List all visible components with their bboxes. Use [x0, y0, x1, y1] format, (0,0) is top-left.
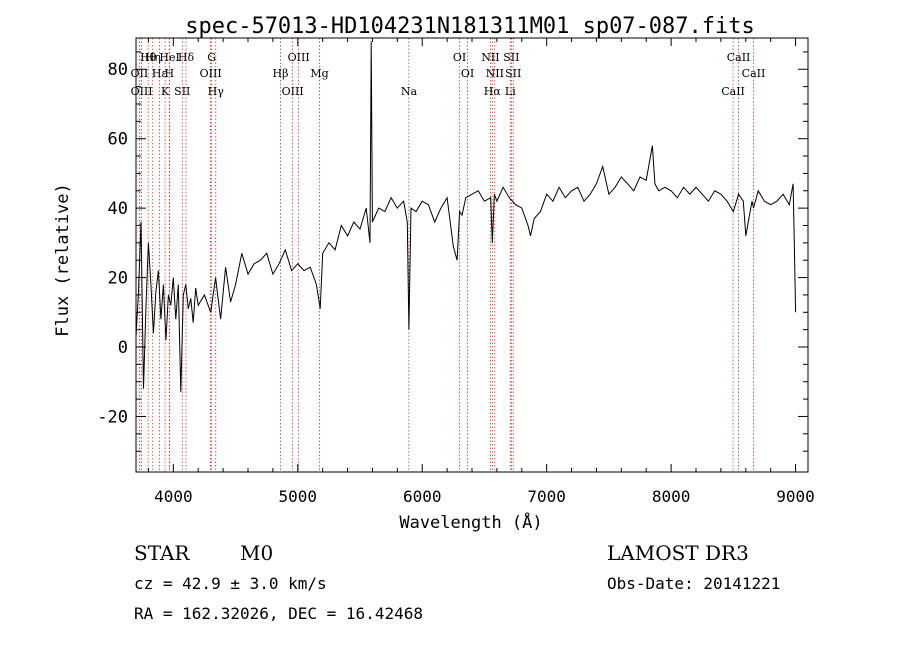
y-tick-label: -20 — [97, 407, 128, 427]
y-tick-label: 80 — [108, 60, 128, 80]
line-label: OI — [461, 67, 474, 80]
y-tick-label: 0 — [118, 338, 128, 358]
line-labels: Hθ OII OIII Hη Hε K HeI H SII Hδ OIII Hγ G Hβ OIII OIII… — [131, 51, 766, 98]
chart-title: spec-57013-HD104231N181311M01_sp07-087.f… — [185, 14, 755, 39]
y-tick-label: 40 — [108, 199, 128, 219]
x-tick-label: 7000 — [527, 487, 566, 506]
x-tick-label: 8000 — [652, 487, 691, 506]
line-label: NII — [486, 67, 504, 80]
line-label: Hη — [145, 51, 161, 64]
plot-frame — [135, 37, 809, 473]
line-label: Na — [401, 85, 418, 98]
coordinates-readout: RA = 162.32026, DEC = 16.42468 — [134, 604, 423, 623]
line-label: OIII — [282, 85, 304, 98]
line-label: Li — [505, 85, 516, 98]
y-tick-label: 20 — [108, 269, 128, 289]
line-label: SII — [505, 67, 521, 80]
obs-date-readout: Obs-Date: 20141221 — [607, 574, 780, 593]
class-label: STAR — [134, 541, 190, 565]
line-label: Hε — [152, 67, 168, 80]
x-tick-label: 9000 — [776, 487, 815, 506]
survey-label: LAMOST DR3 — [607, 541, 749, 565]
line-label: CaII — [727, 51, 751, 64]
line-label: H — [165, 67, 175, 80]
line-label: HeI — [159, 51, 179, 64]
x-tick-label: 4000 — [154, 487, 193, 506]
line-label: NII — [481, 51, 499, 64]
line-label: OIII — [131, 85, 153, 98]
line-label: OIII — [288, 51, 310, 64]
line-label: SII — [174, 85, 190, 98]
line-label: Hβ — [273, 67, 289, 80]
line-label: Hδ — [178, 51, 195, 64]
line-label: Hα — [484, 85, 502, 98]
y-axis-label: Flux (relative) — [53, 183, 73, 337]
line-label: Mg — [310, 67, 328, 80]
subclass-label: M0 — [240, 541, 273, 565]
line-label: K — [161, 85, 170, 98]
x-axis-label: Wavelength (Å) — [399, 511, 542, 533]
line-label: CaII — [742, 67, 766, 80]
line-label: OII — [131, 67, 149, 80]
line-label: SII — [503, 51, 519, 64]
y-tick-label: 60 — [108, 130, 128, 150]
x-axis: 4000 5000 6000 7000 8000 9000 — [147, 38, 815, 506]
line-label: OIII — [200, 67, 222, 80]
spectrum-line — [135, 41, 797, 393]
line-label: G — [207, 51, 216, 64]
y-axis: -20 0 20 40 60 80 — [97, 51, 808, 452]
line-label: OI — [453, 51, 466, 64]
line-label: CaII — [721, 85, 745, 98]
line-markers — [138, 38, 754, 472]
line-label: Hγ — [208, 85, 225, 98]
redshift-readout: cz = 42.9 ± 3.0 km/s — [134, 574, 327, 593]
x-tick-label: 6000 — [403, 487, 442, 506]
x-tick-label: 5000 — [279, 487, 318, 506]
line-label: Hθ — [140, 51, 157, 64]
